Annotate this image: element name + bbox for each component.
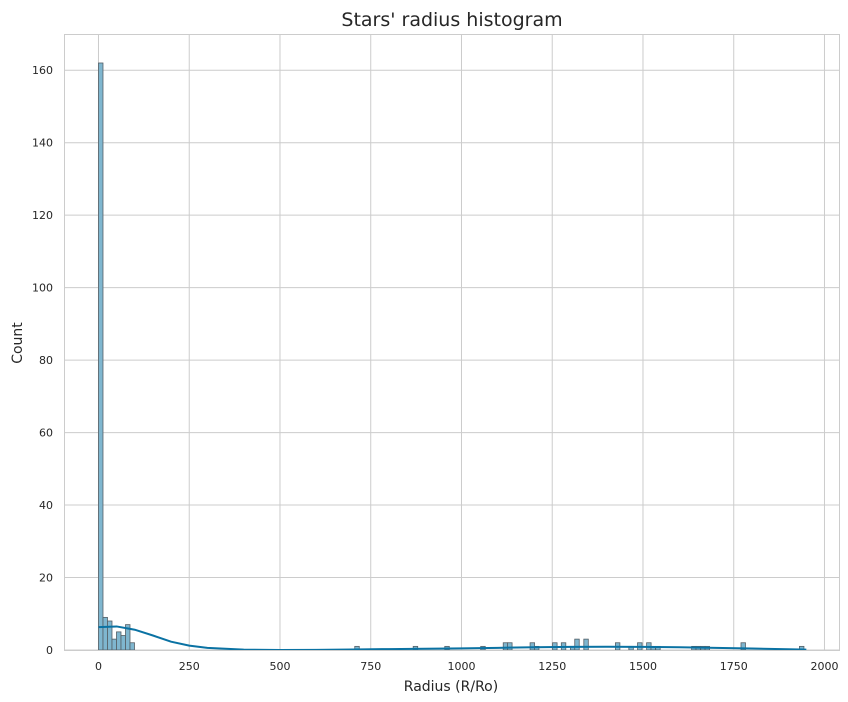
histogram-bar (120, 635, 126, 651)
chart-title: Stars' radius histogram (341, 9, 562, 31)
histogram-bar (583, 638, 589, 651)
y-tick-label: 60 (39, 427, 53, 440)
histogram-bar (574, 638, 580, 651)
histogram-bar (107, 620, 113, 651)
y-axis-label: Count (10, 322, 26, 364)
y-tick-label: 40 (39, 499, 53, 512)
histogram-bar (102, 616, 108, 651)
x-tick-label: 1250 (538, 660, 566, 673)
x-tick-label: 0 (95, 660, 102, 673)
y-tick-label: 20 (39, 572, 53, 585)
x-tick-labels: 0 250 500 750 1000 1250 1500 1750 2000 (95, 660, 838, 673)
y-tick-label: 160 (32, 64, 53, 77)
y-tick-labels: 0 20 40 60 80 100 120 140 160 (32, 64, 53, 657)
histogram-bar (98, 62, 104, 651)
x-axis-label: Radius (R/Ro) (404, 679, 498, 695)
grid-lines (64, 34, 839, 651)
histogram-bars (98, 62, 805, 651)
histogram-bar (129, 642, 135, 651)
y-tick-label: 140 (32, 137, 53, 150)
kde-curve (98, 625, 807, 652)
plot-frame (64, 34, 840, 651)
y-tick-label: 120 (32, 209, 53, 222)
x-tick-label: 1750 (720, 660, 748, 673)
x-tick-label: 750 (360, 660, 381, 673)
x-tick-label: 2000 (810, 660, 838, 673)
histogram-bar (116, 631, 122, 651)
y-tick-label: 80 (39, 354, 53, 367)
y-tick-label: 100 (32, 282, 53, 295)
kde-curve-group (98, 625, 807, 652)
x-tick-label: 500 (269, 660, 290, 673)
y-tick-label: 0 (46, 644, 53, 657)
histogram-bar (111, 638, 117, 651)
x-tick-label: 1500 (629, 660, 657, 673)
x-tick-label: 250 (179, 660, 200, 673)
histogram-bar (502, 642, 509, 651)
x-tick-label: 1000 (447, 660, 475, 673)
histogram-bar (507, 642, 513, 651)
